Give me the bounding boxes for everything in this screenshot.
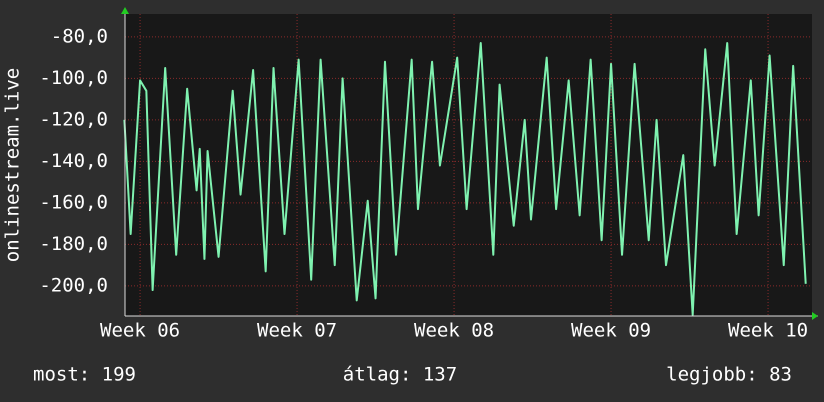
x-tick-label: Week 07 [257,320,337,342]
stat-label: átlag: 137 [343,364,457,386]
y-axis-label: onlinestream.live [2,68,24,262]
y-tick-label: -100,0 [39,67,108,89]
y-tick-label: -200,0 [39,274,108,296]
stat-label: legjobb: 83 [666,364,792,386]
grid [125,14,812,316]
y-tick-label: -80,0 [51,25,108,47]
x-tick-label: Week 06 [100,320,180,342]
y-tick-label: -180,0 [39,233,108,255]
y-tick-label: -140,0 [39,150,108,172]
plot-area [125,14,812,316]
x-tick-label: Week 10 [728,320,808,342]
x-tick-label: Week 08 [414,320,494,342]
x-tick-label: Week 09 [571,320,651,342]
stat-label: most: 199 [33,364,136,386]
y-arrow [121,7,129,14]
marks [123,42,807,316]
y-tick-label: -120,0 [39,108,108,130]
y-tick-label: -160,0 [39,191,108,213]
x-arrow [812,312,818,320]
data-line [123,42,807,316]
